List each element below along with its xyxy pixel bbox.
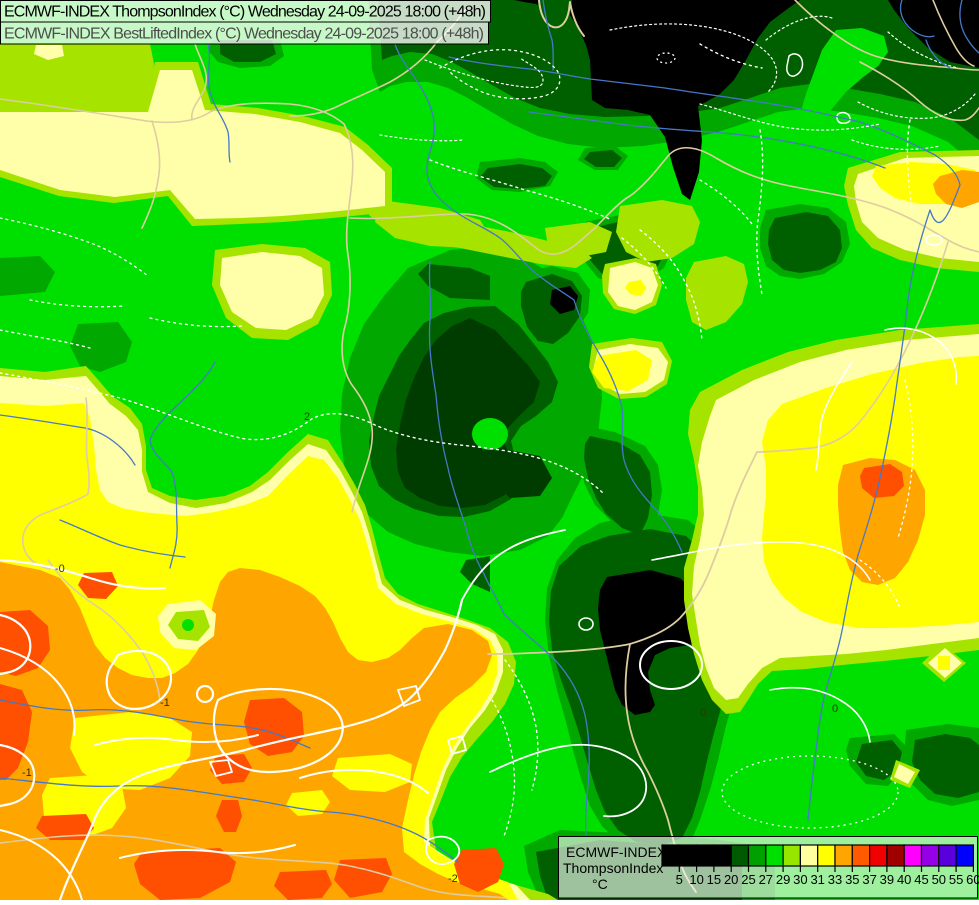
svg-text:-1: -1 xyxy=(22,767,32,779)
svg-text:35: 35 xyxy=(845,872,859,887)
svg-text:55: 55 xyxy=(949,872,963,887)
svg-text:-1: -1 xyxy=(160,697,170,709)
svg-text:0: 0 xyxy=(832,703,838,715)
svg-text:15: 15 xyxy=(707,872,721,887)
svg-text:0: 0 xyxy=(700,707,706,719)
svg-text:31: 31 xyxy=(810,872,824,887)
svg-text:29: 29 xyxy=(776,872,790,887)
svg-text:°C: °C xyxy=(592,876,608,892)
svg-text:-0: -0 xyxy=(55,563,65,575)
svg-text:27: 27 xyxy=(759,872,773,887)
svg-text:50: 50 xyxy=(932,872,946,887)
svg-text:10: 10 xyxy=(689,872,703,887)
svg-text:39: 39 xyxy=(880,872,894,887)
svg-text:25: 25 xyxy=(741,872,755,887)
svg-text:ECMWF-INDEX BestLiftedIndex (°: ECMWF-INDEX BestLiftedIndex (°C) Wednesd… xyxy=(4,26,484,43)
svg-text:37: 37 xyxy=(862,872,876,887)
svg-text:ECMWF-INDEX: ECMWF-INDEX xyxy=(566,844,667,860)
svg-text:ThompsonIndex: ThompsonIndex xyxy=(563,860,663,876)
svg-text:40: 40 xyxy=(897,872,911,887)
svg-text:2: 2 xyxy=(304,411,310,423)
svg-text:-2: -2 xyxy=(448,873,458,885)
svg-text:45: 45 xyxy=(914,872,928,887)
svg-text:20: 20 xyxy=(724,872,738,887)
svg-text:ECMWF-INDEX ThompsonIndex (°C): ECMWF-INDEX ThompsonIndex (°C) Wednesday… xyxy=(4,4,486,21)
svg-text:33: 33 xyxy=(828,872,842,887)
svg-text:5: 5 xyxy=(676,872,683,887)
svg-text:60: 60 xyxy=(966,872,979,887)
svg-text:30: 30 xyxy=(793,872,807,887)
